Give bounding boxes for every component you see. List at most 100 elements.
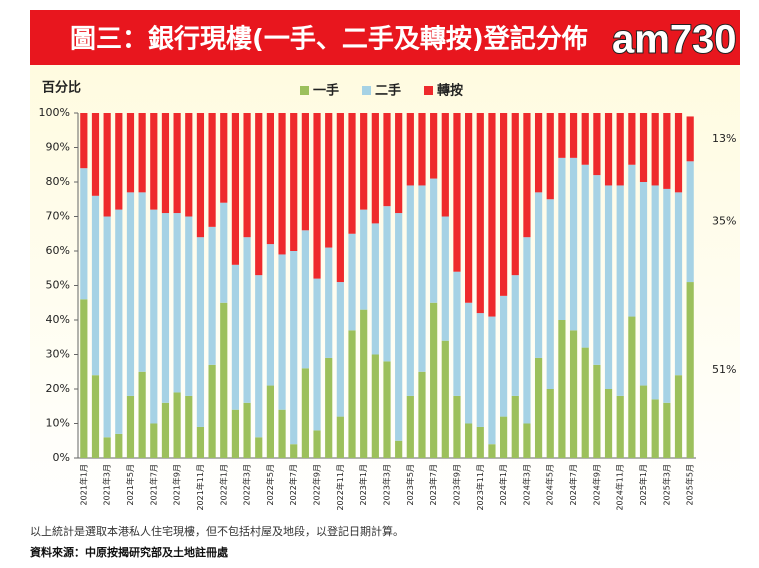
bar-segment (371, 223, 379, 355)
bar-segment (500, 295, 508, 417)
bar-segment (686, 282, 694, 458)
bar-segment (453, 395, 461, 458)
bar-segment (546, 199, 554, 389)
bar-segment (604, 185, 613, 389)
bar-segment (534, 113, 543, 193)
bar-segment (91, 195, 100, 376)
x-tick-label: 2021年5月 (125, 464, 135, 505)
bar-segment (511, 113, 519, 276)
bar-segment (558, 157, 566, 320)
bar-segment (616, 185, 624, 396)
bar-segment (290, 113, 298, 251)
bar-segment (266, 385, 274, 458)
bar-segment (546, 389, 554, 458)
bar-segment (115, 113, 123, 210)
bar-segment (663, 402, 671, 458)
bar-segment (231, 113, 240, 265)
bar-segment (91, 375, 100, 458)
bar-segment (103, 216, 111, 438)
bar-segment (220, 202, 228, 303)
bar-segment (371, 354, 379, 458)
y-tick-label: 70% (46, 210, 70, 223)
x-tick-label: 2024年9月 (591, 464, 601, 505)
bar-segment (278, 254, 286, 410)
bar-segment (663, 188, 671, 403)
bar-segment (383, 361, 391, 458)
bar-segment (581, 347, 589, 458)
x-tick-label: 2021年11月 (195, 464, 205, 511)
bar-segment (348, 113, 356, 234)
bar-segment (115, 433, 123, 458)
bar-segment (395, 213, 403, 441)
bar-segment (534, 192, 543, 358)
bar-segment (488, 113, 496, 317)
bar-segment (511, 395, 519, 458)
bar-segment (546, 113, 554, 200)
bar-segment (569, 330, 578, 458)
x-tick-label: 2025年1月 (638, 464, 648, 505)
y-axis-label: 百分比 (42, 80, 81, 96)
bar-segment (208, 364, 216, 458)
chart-title: 圖三：銀行現樓(一手、二手及轉按)登記分佈 (70, 24, 588, 55)
legend-swatch (424, 86, 433, 95)
bar-segment (231, 409, 240, 458)
bar-segment (453, 271, 461, 396)
bar-segment (523, 423, 531, 458)
bar-segment (138, 192, 146, 372)
legend-label: 二手 (375, 83, 401, 99)
bar-segment (651, 185, 659, 400)
bar-segment (161, 213, 170, 403)
bar-segment (628, 113, 636, 165)
bar-segment (173, 392, 181, 458)
bar-segment (103, 437, 111, 458)
x-tick-label: 2025年3月 (661, 464, 671, 505)
bar-segment (150, 113, 158, 210)
x-tick-label: 2024年7月 (568, 464, 578, 505)
bar-segment (511, 275, 519, 396)
bar-segment (465, 302, 473, 424)
bar-segment (686, 116, 694, 162)
bar-segment (278, 409, 286, 458)
x-tick-label: 2023年1月 (358, 464, 368, 505)
bar-segment (383, 206, 391, 362)
bar-segment (196, 426, 205, 458)
y-tick-label: 40% (46, 313, 70, 326)
bar-segment (348, 330, 356, 458)
bar-segment (406, 395, 414, 458)
bar-segment (243, 402, 251, 458)
bar-segment (488, 316, 496, 445)
bar-segment (430, 302, 438, 458)
bar-segment (593, 175, 601, 365)
bar-segment (126, 113, 135, 193)
bar-segment (103, 113, 111, 217)
bar-segment (523, 237, 531, 424)
bar-segment (616, 395, 624, 458)
bar-segment (453, 113, 461, 272)
bar-segment (348, 233, 356, 331)
bar-segment (651, 113, 659, 186)
bar-segment (569, 157, 578, 331)
bar-segment (616, 113, 624, 186)
bar-segment (138, 371, 146, 458)
bar-segment (301, 368, 309, 458)
x-tick-label: 2022年9月 (312, 464, 322, 505)
bar-segment (628, 316, 636, 458)
bar-segment (418, 185, 426, 372)
x-tick-label: 2022年1月 (218, 464, 228, 505)
bar-segment (500, 416, 508, 458)
bar-segment (604, 113, 613, 186)
x-tick-label: 2022年3月 (242, 464, 252, 505)
bar-segment (150, 209, 158, 424)
y-tick-label: 0% (53, 451, 70, 464)
bar-segment (593, 113, 601, 176)
legend-label: 一手 (313, 83, 339, 99)
x-tick-label: 2022年11月 (335, 464, 345, 511)
bar-segment (406, 185, 414, 396)
bar-segment (430, 113, 438, 179)
y-tick-label: 20% (46, 382, 70, 395)
bar-segment (185, 216, 193, 396)
bar-segment (266, 244, 274, 386)
x-tick-label: 2022年5月 (265, 464, 275, 505)
x-tick-label: 2025年5月 (685, 464, 695, 505)
bar-segment (336, 282, 344, 417)
